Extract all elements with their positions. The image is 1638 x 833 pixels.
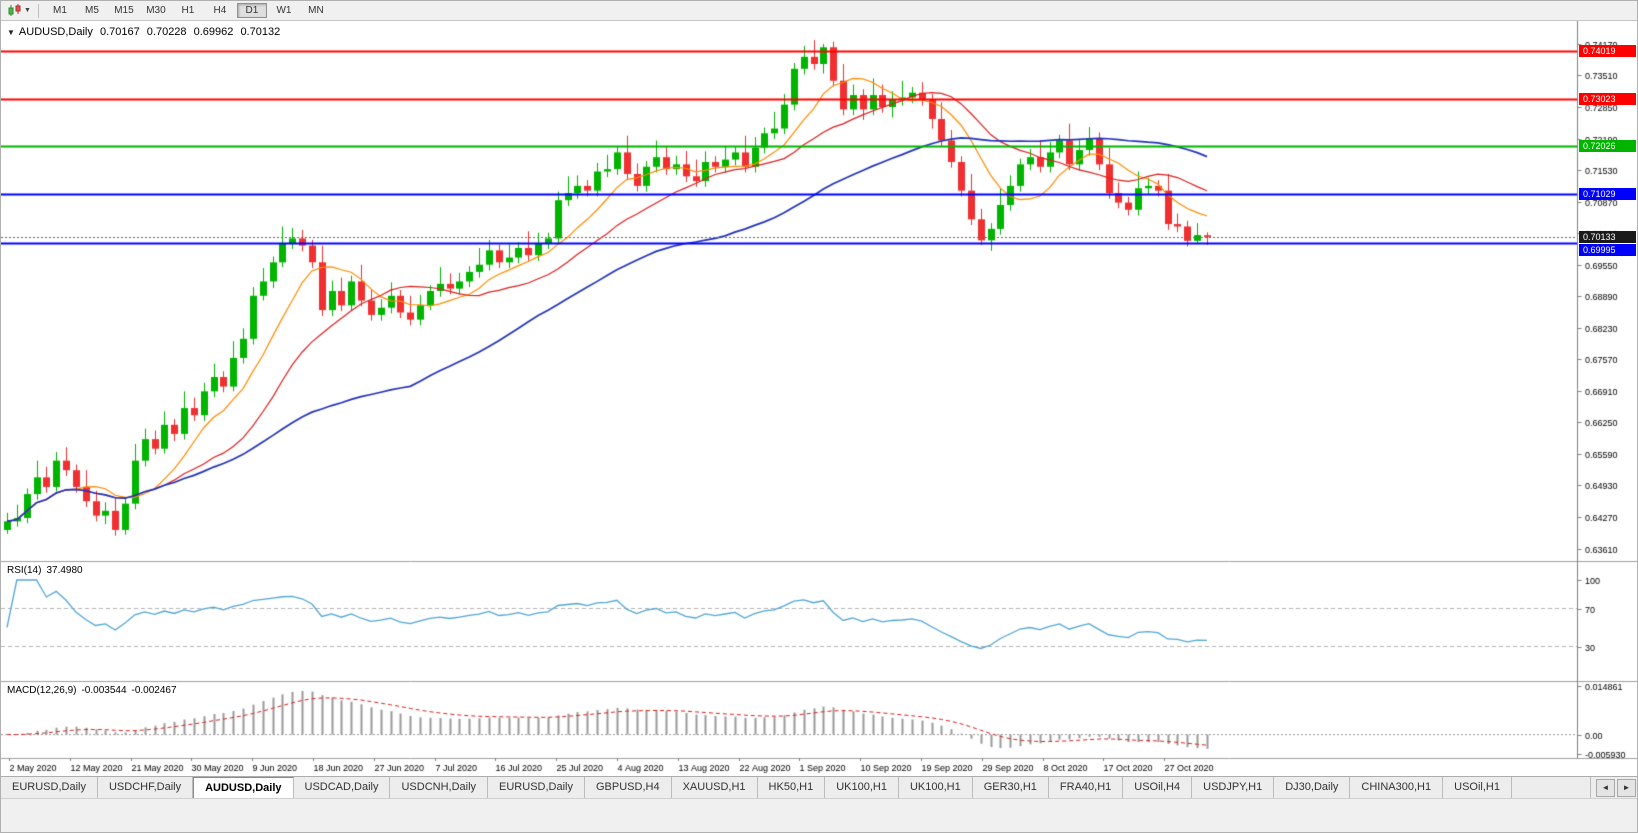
chart-tab-audusd-daily[interactable]: AUDUSD,Daily — [193, 777, 294, 798]
rsi-value: 37.4980 — [46, 565, 83, 576]
timeframe-button-m30[interactable]: M30 — [146, 5, 166, 16]
chart-tab-usdjpy-h1[interactable]: USDJPY,H1 — [1192, 777, 1275, 798]
chart-tab-usdcad-daily[interactable]: USDCAD,Daily — [293, 777, 391, 798]
price-level-badge-0.74019: 0.74019 — [1579, 45, 1636, 57]
collapse-chart-icon[interactable]: ▼ — [7, 28, 15, 37]
chart-tab-china300-h1[interactable]: CHINA300,H1 — [1350, 777, 1444, 798]
timeframe-button-mn[interactable]: MN — [308, 5, 324, 16]
timeframe-button-w1[interactable]: W1 — [276, 5, 292, 16]
chart-tab-usoil-h4[interactable]: USOil,H4 — [1123, 777, 1193, 798]
macd-indicator-label: MACD(12,26,9) -0.003544 -0.002467 — [7, 685, 182, 696]
chart-tab-eurusd-daily[interactable]: EURUSD,Daily — [1, 777, 98, 798]
ohlc-high-value: 0.70228 — [146, 26, 187, 38]
chart-tab-eurusd-daily[interactable]: EURUSD,Daily — [488, 777, 585, 798]
macd-signal-value: -0.002467 — [131, 685, 177, 696]
chart-type-dropdown-icon[interactable]: ▼ — [24, 7, 31, 14]
chart-tab-ger30-h1[interactable]: GER30,H1 — [972, 777, 1049, 798]
tabs-scroll-right-button[interactable]: ► — [1617, 778, 1636, 797]
timeframe-button-h4[interactable]: H4 — [213, 5, 227, 16]
chart-tabs: EURUSD,Daily USDCHF,Daily AUDUSD,Daily USDC… — [1, 777, 1590, 798]
timeframe-toolbar: ▼ M1 M5 M15 M30 H1 H4 D1 W1 MN — [1, 1, 1637, 21]
chart-tab-usdchf-daily[interactable]: USDCHF,Daily — [97, 777, 194, 798]
status-bar — [1, 798, 1637, 832]
chart-tab-dj30-daily[interactable]: DJ30,Daily — [1274, 777, 1351, 798]
chart-tab-hk50-h1[interactable]: HK50,H1 — [757, 777, 826, 798]
ohlc-open-value: 0.70167 — [99, 26, 140, 38]
timeframe-button-m5[interactable]: M5 — [84, 5, 99, 16]
rsi-name: RSI(14) — [7, 565, 42, 576]
timeframe-buttons-group: M1 M5 M15 M30 H1 H4 D1 W1 MN — [44, 3, 332, 18]
chart-tab-fra40-h1[interactable]: FRA40,H1 — [1048, 777, 1124, 798]
macd-name: MACD(12,26,9) — [7, 685, 77, 696]
chart-tab-usdcnh-daily[interactable]: USDCNH,Daily — [390, 777, 489, 798]
chart-tab-xauusd-h1[interactable]: XAUUSD,H1 — [671, 777, 758, 798]
timeframe-button-h1[interactable]: H1 — [181, 5, 195, 16]
chart-tab-uk100-h1[interactable]: UK100,H1 — [898, 777, 973, 798]
price-level-badge-0.71029: 0.71029 — [1579, 188, 1636, 200]
chart-tabs-bar: EURUSD,Daily USDCHF,Daily AUDUSD,Daily USDC… — [1, 776, 1637, 798]
ohlc-low-value: 0.69962 — [193, 26, 234, 38]
timeframe-button-d1[interactable]: D1 — [236, 3, 267, 18]
price-level-badge-0.73023: 0.73023 — [1579, 93, 1636, 105]
timeframe-button-m15[interactable]: M15 — [114, 5, 134, 16]
chart-window: ▼ AUDUSD,Daily 0.70167 0.70228 0.69962 0.… — [1, 21, 1637, 776]
tabs-scroll-controls: ◄ ► — [1590, 777, 1637, 798]
chart-type-icon[interactable] — [4, 3, 24, 19]
chart-tab-uk100-h1[interactable]: UK100,H1 — [825, 777, 899, 798]
candlestick-chart-icon — [8, 4, 20, 16]
macd-main-value: -0.003544 — [81, 685, 127, 696]
price-level-badge-0.69995: 0.69995 — [1579, 244, 1636, 256]
chart-tab-gbpusd-h4[interactable]: GBPUSD,H4 — [585, 777, 672, 798]
chart-canvas[interactable] — [1, 21, 1637, 776]
toolbar-separator — [37, 3, 39, 18]
price-level-badge-0.70133: 0.70133 — [1579, 231, 1636, 243]
chart-title: ▼ AUDUSD,Daily 0.70167 0.70228 0.69962 0.… — [7, 26, 284, 38]
chart-symbol-label: AUDUSD,Daily — [18, 26, 93, 38]
tabs-scroll-left-button[interactable]: ◄ — [1596, 778, 1615, 797]
ohlc-close-value: 0.70132 — [240, 26, 281, 38]
chart-tab-usoil-h1[interactable]: USOil,H1 — [1443, 777, 1512, 798]
price-level-badge-0.72026: 0.72026 — [1579, 140, 1636, 152]
rsi-indicator-label: RSI(14) 37.4980 — [7, 565, 88, 576]
timeframe-button-m1[interactable]: M1 — [52, 5, 67, 16]
